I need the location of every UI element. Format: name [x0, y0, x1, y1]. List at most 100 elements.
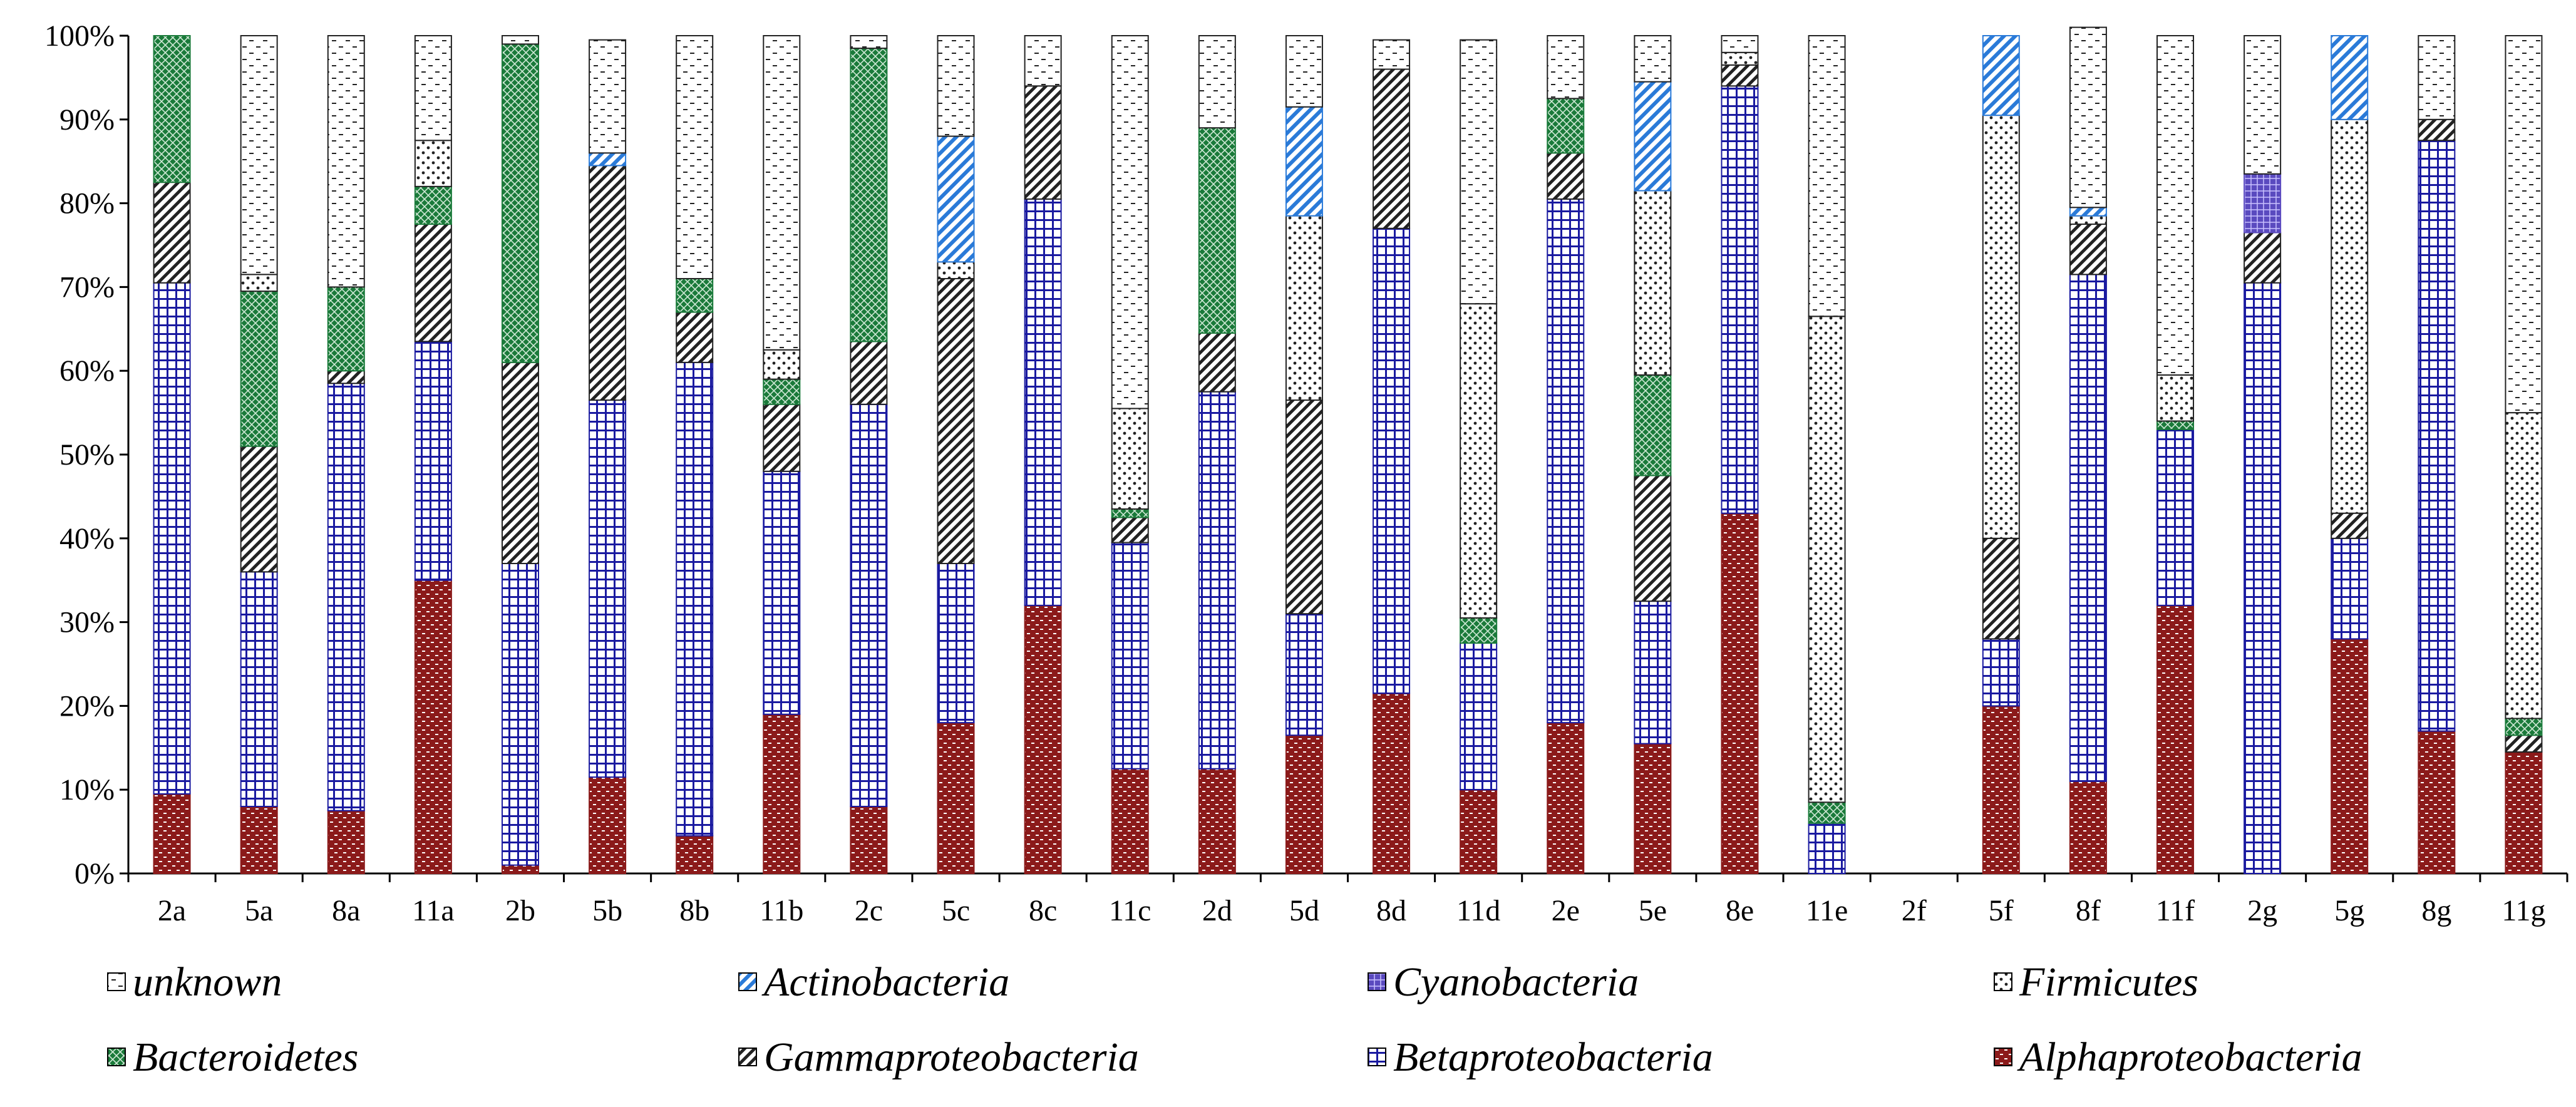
bar-segment-alpha-5e: [1634, 743, 1672, 874]
bar-segment-unknown-11e: [1808, 35, 1846, 317]
bar-segment-gamma-8f: [2069, 224, 2107, 275]
bar-segment-alpha-5a: [240, 805, 278, 874]
bar-segment-beta-11d: [1460, 642, 1498, 791]
bar-segment-beta-5f: [1982, 638, 2020, 707]
x-tick-label: 8g: [2421, 894, 2451, 927]
bar-segment-firm-5a: [240, 274, 278, 292]
bar-segment-unknown-11b: [763, 35, 801, 351]
bar-segment-alpha-11c: [1111, 768, 1149, 874]
bar-segment-alpha-5d: [1285, 734, 1323, 874]
bar-segment-beta-8c: [1024, 198, 1062, 606]
bar-segment-gamma-2e: [1547, 152, 1585, 200]
bar-segment-alpha-8g: [2418, 730, 2456, 875]
bar-segment-unknown-11d: [1460, 39, 1498, 305]
bar-segment-alpha-11a: [414, 579, 452, 874]
bar-segment-bacter-11d: [1460, 617, 1498, 644]
bar-segment-cyano-2g: [2244, 173, 2282, 234]
bar-segment-beta-11a: [414, 341, 452, 581]
x-tick-label: 5g: [2334, 894, 2364, 927]
x-tick-label: 5b: [592, 894, 622, 927]
legend-swatch-alpha: [1994, 1048, 2012, 1066]
bar-segment-beta-8d: [1373, 227, 1411, 694]
bar-segment-firm-5c: [937, 261, 975, 280]
x-tick-label: 8a: [332, 894, 360, 927]
bar-segment-gamma-8g: [2418, 118, 2456, 142]
bar-segment-gamma-5f: [1982, 537, 2020, 640]
bar-segment-gamma-2a: [153, 182, 191, 284]
bar-segment-alpha-2c: [850, 805, 888, 874]
bar-segment-gamma-5e: [1634, 475, 1672, 602]
bar-segment-unknown-5a: [240, 35, 278, 275]
bar-segment-unknown-2d: [1198, 35, 1236, 129]
bar-segment-firm-11c: [1111, 408, 1149, 510]
x-tick-label: 2c: [855, 894, 883, 927]
bar-segment-unknown-2e: [1547, 35, 1585, 100]
x-tick-label: 5a: [245, 894, 273, 927]
bar-segment-gamma-8e: [1721, 64, 1759, 87]
bar-segment-unknown-8g: [2418, 35, 2456, 120]
bar-segment-actino-5g: [2331, 35, 2369, 120]
bar-segment-firm-11a: [414, 140, 452, 187]
bar-segment-firm-11d: [1460, 303, 1498, 619]
bar-segment-gamma-11b: [763, 403, 801, 472]
bar-segment-firm-8f: [2069, 215, 2107, 225]
bar-segment-bacter-2c: [850, 48, 888, 342]
x-tick-label: 8f: [2076, 894, 2101, 927]
bar-segment-bacter-8a: [327, 286, 365, 372]
bar-segment-firm-5g: [2331, 118, 2369, 514]
bar-segment-beta-2a: [153, 282, 191, 795]
y-tick-label: 0%: [75, 857, 115, 890]
bar-segment-bacter-2a: [153, 35, 191, 183]
bar-segment-beta-2c: [850, 403, 888, 807]
x-tick-label: 11a: [412, 894, 455, 927]
y-tick-label: 10%: [59, 773, 115, 806]
bar-segment-gamma-2b: [501, 361, 539, 564]
bar-segment-bacter-8b: [676, 278, 714, 313]
bar-segment-unknown-8b: [676, 35, 714, 280]
bar-segment-unknown-8c: [1024, 35, 1062, 87]
bar-segment-gamma-5c: [937, 278, 975, 564]
x-tick-label: 8b: [679, 894, 709, 927]
bar-segment-unknown-11g: [2505, 35, 2543, 414]
bar-segment-gamma-8b: [676, 311, 714, 363]
legend-swatch-beta: [1368, 1048, 1386, 1066]
legend-swatch-cyano: [1368, 972, 1386, 991]
x-tick-label: 5f: [1989, 894, 2014, 927]
legend-label-cyano: Cyanobacteria: [1393, 959, 1639, 1005]
bar-segment-beta-8e: [1721, 85, 1759, 514]
bar-segment-bacter-11c: [1111, 508, 1149, 518]
x-tick-label: 8c: [1029, 894, 1057, 927]
x-tick-label: 8e: [1726, 894, 1754, 927]
bar-segment-beta-5d: [1285, 613, 1323, 736]
y-tick-label: 50%: [59, 438, 115, 471]
bar-segment-gamma-2c: [850, 341, 888, 405]
legend-label-bacter: Bacteroidetes: [133, 1034, 358, 1080]
bar-segment-unknown-8a: [327, 35, 365, 288]
bar-segment-unknown-8d: [1373, 39, 1411, 70]
bar-segment-unknown-2g: [2244, 35, 2282, 175]
bar-segment-gamma-5b: [589, 165, 627, 401]
legend-swatch-gamma: [738, 1048, 757, 1066]
x-tick-label: 5c: [942, 894, 970, 927]
bar-segment-unknown-5c: [937, 35, 975, 137]
bar-segment-actino-8f: [2069, 207, 2107, 217]
bar-segment-beta-8a: [327, 383, 365, 811]
y-tick-label: 30%: [59, 606, 115, 639]
bar-segment-beta-2g: [2244, 282, 2282, 874]
bar-segment-beta-8b: [676, 361, 714, 837]
y-tick-label: 100%: [44, 19, 115, 53]
bar-segment-gamma-8c: [1024, 85, 1062, 200]
bar-segment-alpha-2e: [1547, 722, 1585, 875]
bar-segment-gamma-11c: [1111, 517, 1149, 543]
bar-segment-gamma-2g: [2244, 232, 2282, 284]
bar-segment-bacter-11g: [2505, 718, 2543, 736]
bar-segment-beta-5a: [240, 571, 278, 807]
x-tick-label: 2d: [1202, 894, 1232, 927]
x-tick-label: 5e: [1639, 894, 1667, 927]
legend-swatch-actino: [738, 972, 757, 991]
bar-segment-alpha-5f: [1982, 705, 2020, 875]
bar-segment-alpha-8c: [1024, 604, 1062, 875]
bar-segment-firm-5e: [1634, 190, 1672, 376]
y-tick-label: 70%: [59, 270, 115, 304]
legend-label-alpha: Alphaproteobacteria: [2017, 1034, 2362, 1080]
